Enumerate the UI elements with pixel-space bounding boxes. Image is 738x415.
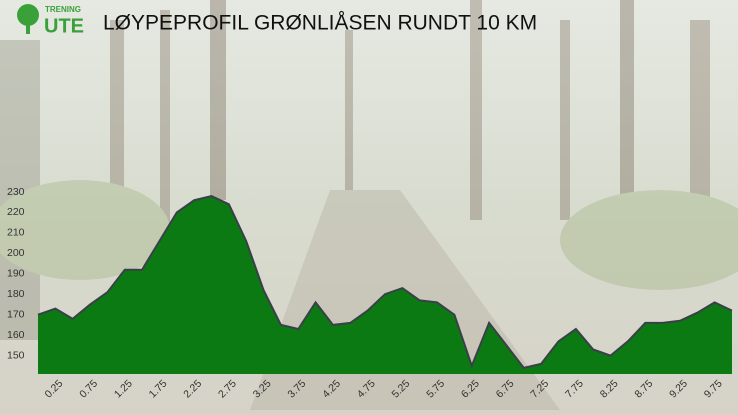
chart-title: LØYPEPROFIL GRØNLIÅSEN RUNDT 10 KM bbox=[103, 12, 537, 35]
logo-bottom: UTE bbox=[44, 15, 84, 37]
y-tick-label: 210 bbox=[7, 227, 25, 239]
y-tick-label: 190 bbox=[7, 268, 25, 280]
y-tick-label: 220 bbox=[7, 206, 25, 218]
area-fill bbox=[38, 196, 732, 374]
area-line bbox=[37, 195, 733, 370]
logo-top: TRENING bbox=[45, 5, 81, 14]
y-tick-label: 150 bbox=[7, 349, 25, 361]
y-tick-label: 230 bbox=[7, 186, 25, 198]
logo: TRENING UTE bbox=[17, 4, 84, 37]
y-tick-label: 170 bbox=[7, 308, 25, 320]
y-tick-label: 180 bbox=[7, 288, 25, 300]
y-tick-label: 160 bbox=[7, 329, 25, 341]
y-tick-label: 200 bbox=[7, 247, 25, 259]
